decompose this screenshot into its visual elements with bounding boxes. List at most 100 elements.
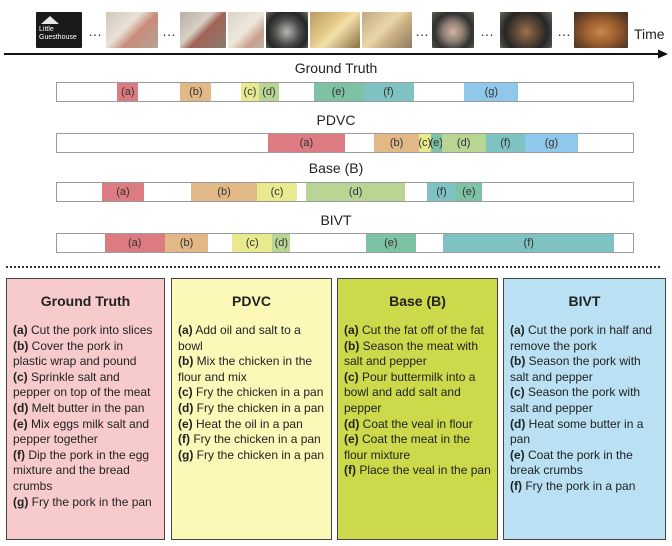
caption-item: (d) Fry the chicken in a pan [178,401,325,417]
caption-tag: (e) [178,416,193,431]
caption-text: Coat the pork in the break crumbs [510,447,633,478]
caption-item: (e) Coat the meat in the flour mixture [344,432,491,463]
caption-item: (d) Heat some butter in a pan [510,417,659,448]
caption-text: Season the pork with salt and pepper [510,354,641,384]
timeline-segment-c: (c) [241,83,259,101]
caption-tag: (c) [178,385,193,400]
caption-item: (d) Coat the veal in flour [344,417,491,433]
caption-tag: (b) [178,354,194,369]
caption-item: (g) Fry the pork in the pan [13,495,158,511]
caption-text: Mix the chicken in the flour and mix [178,354,313,384]
caption-text: Heat some butter in a pan [510,416,644,447]
caption-tag: (a) [13,323,28,337]
timeline-segment-a: (a) [117,83,139,101]
caption-tag: (b) [344,338,360,353]
caption-tag: (a) [510,323,525,337]
video-frame-butter-pan [266,12,308,48]
timeline-title-ground-truth: Ground Truth [294,60,378,76]
caption-text: Dip the pork in the egg mixture and the … [13,447,150,493]
timeline-segment-e: (e) [313,83,363,101]
caption-text: Cut the pork into slices [27,323,153,337]
panel-title: PDVC [232,293,271,309]
caption-tag: (d) [344,416,360,431]
caption-item: (f) Dip the pork in the egg mixture and … [13,448,158,495]
caption-item: (e) Coat the pork in the break crumbs [510,448,659,479]
timeline-segment-f: (f) [485,134,526,152]
timeline-segment-a: (a) [104,234,165,252]
caption-item: (b) Season the meat with salt and pepper [344,339,491,370]
video-frame-cutting-pork [106,12,158,48]
timeline-segment-e: (e) [365,234,416,252]
caption-tag: (f) [13,447,25,462]
caption-item: (b) Cover the pork in plastic wrap and p… [13,339,158,370]
caption-item: (c) Season the pork with salt and pepper [510,385,659,416]
timeline-segment-b: (b) [164,234,209,252]
timeline-segment-c: (c) [256,183,298,201]
ellipsis: … [480,23,495,39]
timeline-segment-d: (d) [258,83,280,101]
caption-list: (a) Cut the pork into slices (b) Cover th… [13,323,158,510]
timeline-segment-a: (a) [101,183,144,201]
caption-tag: (b) [13,338,29,353]
timeline-segment-f: (f) [362,83,415,101]
caption-tag: (g) [13,494,29,509]
caption-item: (c) Pour buttermilk into a bowl and add … [344,370,491,417]
timeline-title-bivt: BIVT [320,212,352,228]
caption-item: (d) Melt butter in the pan [13,401,158,417]
caption-tag: (a) [344,323,359,337]
timeline-segment-b: (b) [374,134,419,152]
timeline-segment-g: (g) [525,134,578,152]
caption-text: Sprinkle salt and pepper on top of the m… [13,369,151,400]
caption-text: Cut the pork in half and remove the pork [510,323,653,353]
timeline-base: (a) (b) (c) (d) (f) (e) [56,182,634,202]
caption-tag: (d) [178,400,194,415]
caption-item: (e) Heat the oil in a pan [178,417,325,433]
panel-title: BIVT [568,293,601,309]
caption-tag: (e) [344,432,359,447]
caption-text: Fry the chicken in a pan [193,400,325,415]
logo-house-icon [41,16,59,24]
timeline-segment-g: (g) [464,83,519,101]
caption-item: (a) Cut the pork into slices [13,323,158,339]
ellipsis: … [557,23,572,39]
caption-tag: (d) [13,400,29,415]
timeline-pdvc: (a) (b) (c) (e) (d) (f) (g) [56,133,634,153]
timeline-segment-b: (b) [180,83,212,101]
panel-title: Ground Truth [40,293,131,309]
panel-pdvc: PDVC (a) Add oil and salt to a bowl (b) M… [171,278,332,540]
panel-base: Base (B) (a) Cut the fat off of the fat(… [337,278,498,540]
caption-text: Fry the pork in the pan [28,494,152,509]
caption-item: (f) Fry the pork in a pan [510,479,659,495]
caption-item: (e) Mix eggs milk salt and pepper togeth… [13,417,158,448]
caption-tag: (a) [178,323,193,337]
video-frame-pan-frying [432,12,474,48]
timeline-title-pdvc: PDVC [316,112,356,128]
caption-text: Fry the chicken in a pan [193,447,325,462]
video-frame-logo: Little Guesthouse [36,12,82,48]
caption-text: Season the meat with salt and pepper [344,338,479,369]
video-frame-plated-schnitzel [574,12,628,48]
video-filmstrip: Little Guesthouse … … … … … Time [0,0,672,60]
caption-text: Cut the fat off of the fat [358,323,484,337]
caption-tag: (e) [13,416,28,431]
caption-tag: (f) [510,478,522,493]
timeline-ground-truth: (a) (b) (c) (d) (e) (f) (g) [56,82,634,102]
timeline-segment-d: (d) [441,134,486,152]
panel-title: Base (B) [389,293,446,309]
caption-tag: (f) [178,432,190,447]
timeline-bivt: (a) (b) (c) (d) (e) (f) [56,233,634,253]
video-frame-seasoning [228,12,264,48]
caption-tag: (e) [510,447,525,462]
caption-text: Fry the chicken in a pan [190,432,321,447]
caption-text: Mix eggs milk salt and pepper together [13,416,150,447]
caption-text: Place the veal in the pan [356,463,491,478]
caption-item: (c) Fry the chicken in a pan [178,385,325,401]
timeline-segment-b: (b) [191,183,257,201]
time-axis-label: Time [634,26,665,42]
panel-ground-truth: Ground Truth (a) Cut the pork into slice… [6,278,165,540]
section-divider [6,266,660,268]
caption-item: (f) Place the veal in the pan [344,463,491,479]
logo-text: Little Guesthouse [39,26,77,41]
panel-bivt: BIVT (a) Cut the pork in half and remove… [503,278,666,540]
caption-tag: (d) [510,416,526,431]
